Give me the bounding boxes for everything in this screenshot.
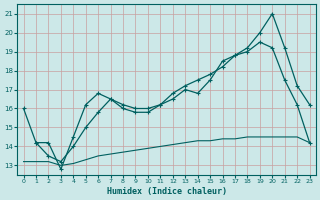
X-axis label: Humidex (Indice chaleur): Humidex (Indice chaleur) (107, 187, 227, 196)
